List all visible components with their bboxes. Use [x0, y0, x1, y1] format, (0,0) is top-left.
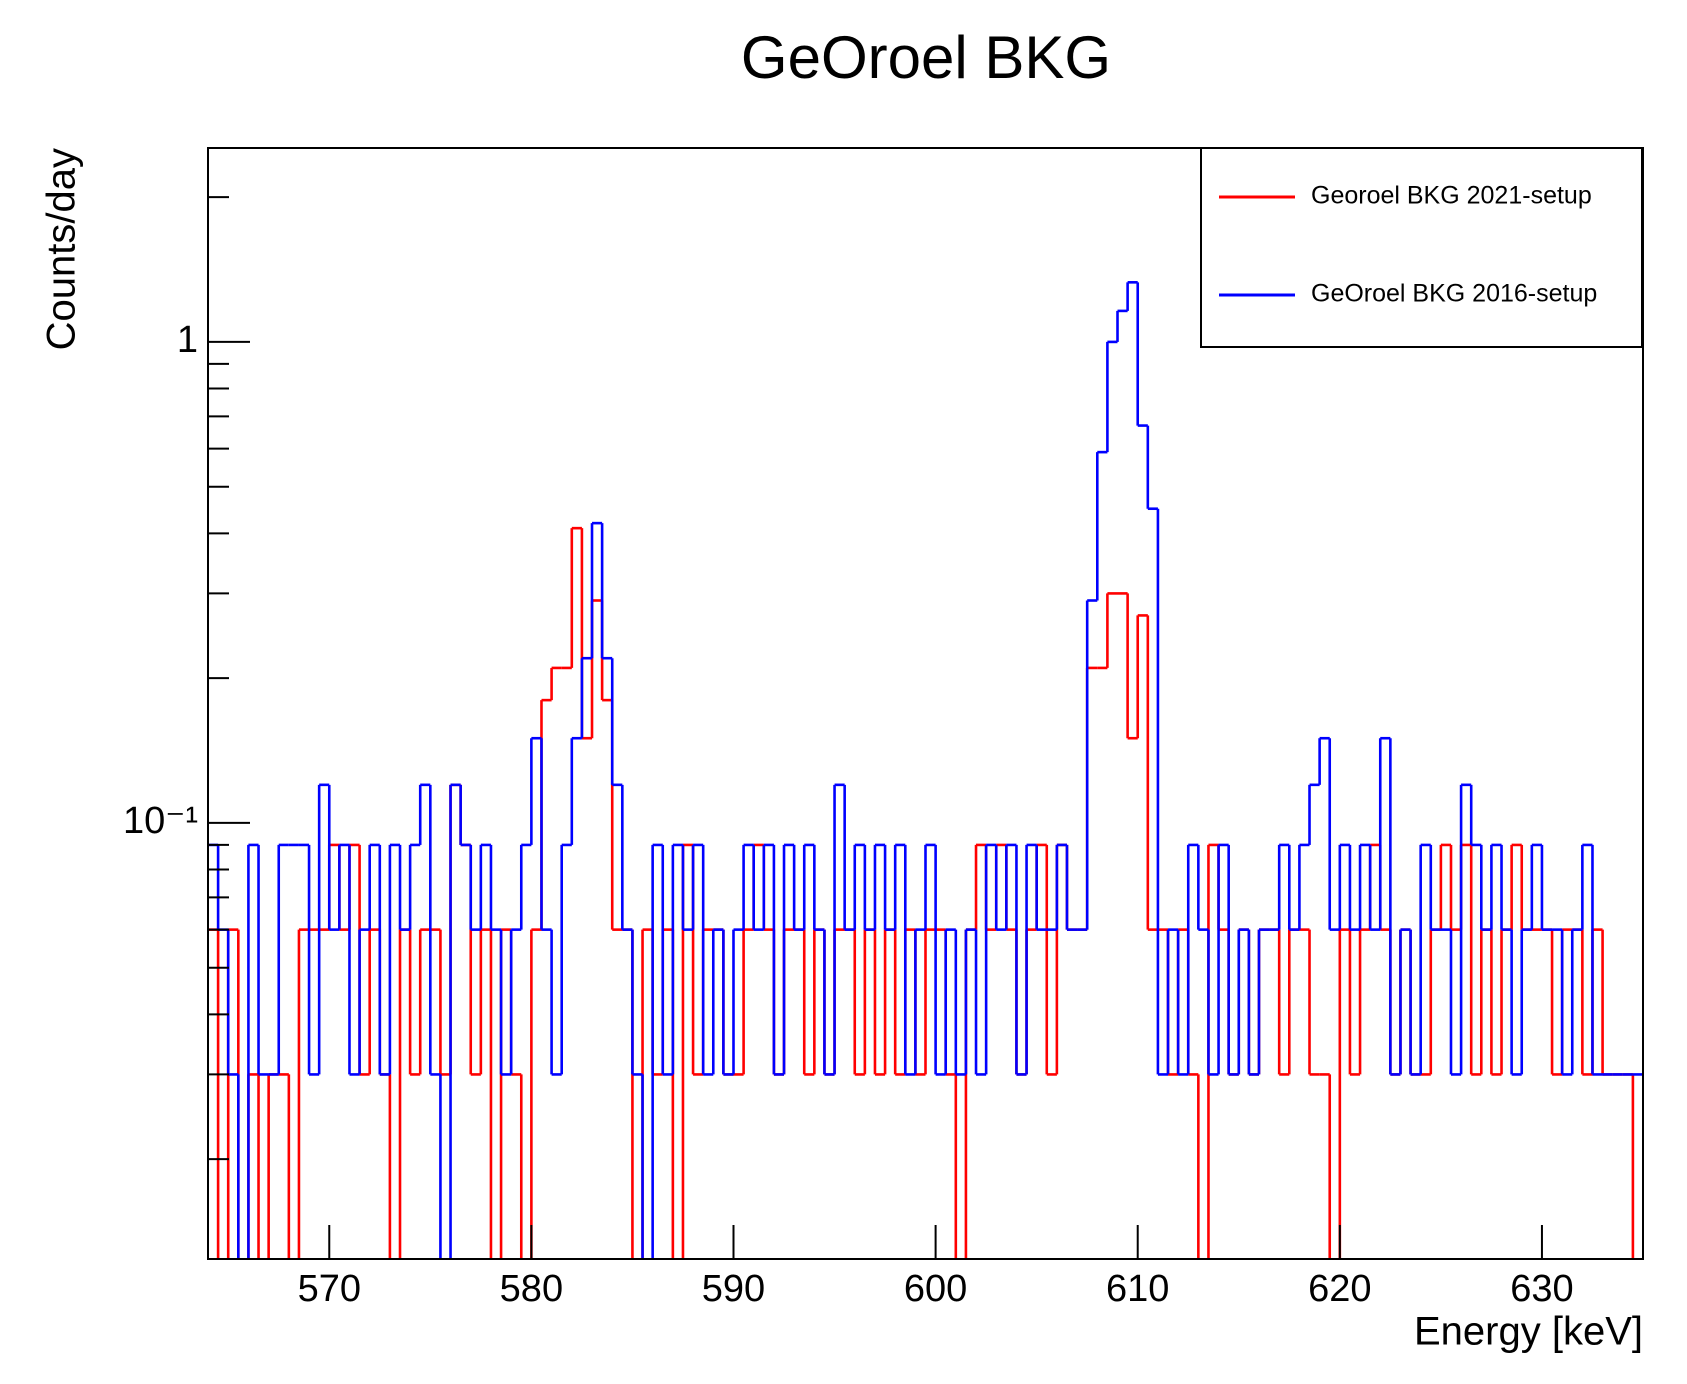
- x-tick-label: 580: [500, 1268, 563, 1310]
- x-tick-label: 600: [904, 1268, 967, 1310]
- chart-title: GeOroel BKG: [741, 24, 1111, 91]
- y-axis-label: Counts/day: [40, 148, 84, 350]
- legend-label: GeOroel BKG 2016-setup: [1311, 280, 1597, 308]
- x-tick-label: 610: [1106, 1268, 1169, 1310]
- x-tick-label: 590: [702, 1268, 765, 1310]
- x-tick-label: 630: [1510, 1268, 1573, 1310]
- y-tick-label: 1: [177, 319, 198, 361]
- plot-area: [208, 281, 1643, 1259]
- x-tick-label: 570: [298, 1268, 361, 1310]
- x-tick-label: 620: [1308, 1268, 1371, 1310]
- legend-label: Georoel BKG 2021-setup: [1311, 182, 1592, 210]
- x-axis-label: Energy [keV]: [1414, 1310, 1643, 1354]
- y-tick-label: 10⁻¹: [123, 800, 198, 842]
- legend: Georoel BKG 2021-setup GeOroel BKG 2016-s…: [1200, 147, 1643, 348]
- plot-frame: [207, 147, 1644, 1260]
- legend-box: [1200, 147, 1643, 348]
